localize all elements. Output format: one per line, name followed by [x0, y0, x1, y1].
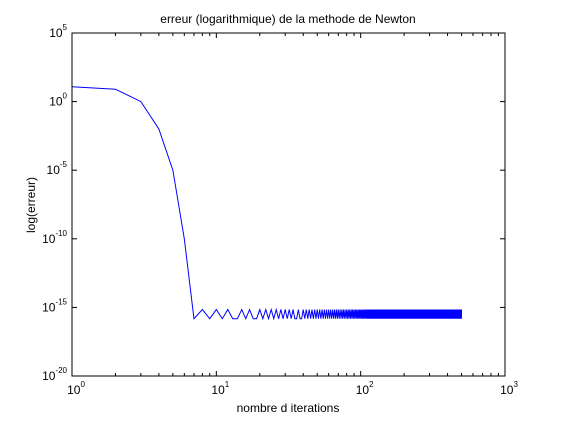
y-tick-label: 10-15: [42, 297, 67, 314]
y-tick-label: 105: [49, 23, 67, 40]
y-tick-label: 100: [49, 92, 67, 109]
y-tick-label: 10-10: [42, 229, 67, 246]
x-axis-label: nombre d iterations: [237, 401, 340, 415]
y-axis-label: log(erreur): [24, 177, 38, 233]
series-line: [71, 86, 463, 321]
x-tick-label: 103: [500, 380, 518, 397]
chart-title: erreur (logarithmique) de la methode de …: [160, 12, 415, 26]
x-tick-label: 101: [211, 380, 229, 397]
tick-labels: 100 101 102 103 10-20 10-15 10-10 10-5 100 105: [42, 23, 518, 397]
y-tick-label: 10-20: [42, 366, 67, 383]
x-tick-label: 102: [356, 380, 374, 397]
y-tick-label: 10-5: [47, 160, 68, 177]
x-tick-label: 100: [67, 380, 85, 397]
axes-box: [71, 32, 506, 377]
axes-background: [72, 33, 505, 376]
